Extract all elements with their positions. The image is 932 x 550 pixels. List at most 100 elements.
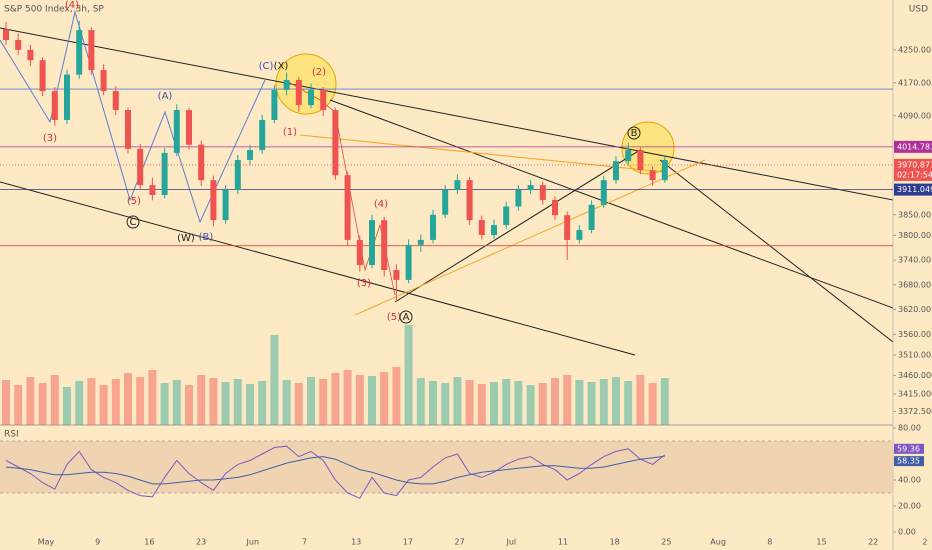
y-tick-label: 3510.00 bbox=[898, 350, 931, 359]
candle-body bbox=[661, 159, 668, 181]
x-tick-label: 16 bbox=[144, 538, 154, 547]
x-tick-label: May bbox=[38, 538, 55, 547]
volume-bar bbox=[563, 375, 572, 425]
volume-bar bbox=[111, 379, 120, 425]
candle-body bbox=[491, 225, 497, 235]
volume-bar bbox=[258, 381, 267, 425]
volume-bar bbox=[160, 383, 169, 425]
y-tick-label: 3680.00 bbox=[898, 280, 931, 289]
rsi-tag-label: 58.35 bbox=[897, 457, 920, 466]
y-tick-label: 3372.500 bbox=[898, 407, 932, 416]
volume-bar bbox=[26, 377, 35, 425]
candle-body bbox=[161, 152, 168, 195]
volume-bar bbox=[636, 375, 645, 425]
rsi-tick-label: 40.00 bbox=[898, 476, 921, 485]
wave-label: (5) bbox=[127, 196, 141, 207]
y-tick-label: 4090.00 bbox=[898, 111, 931, 120]
wave-label: (2) bbox=[312, 67, 326, 78]
y-tick-label: 3740.00 bbox=[898, 256, 931, 265]
currency: USD bbox=[909, 5, 928, 15]
x-tick-label: 18 bbox=[610, 538, 620, 547]
candle-body bbox=[649, 170, 656, 181]
candle-body bbox=[173, 110, 180, 153]
x-tick-label: 11 bbox=[558, 538, 568, 547]
volume-bar bbox=[490, 382, 498, 425]
rsi-band bbox=[0, 441, 893, 493]
x-tick-label: Jul bbox=[505, 538, 516, 547]
volume-bar bbox=[355, 375, 364, 425]
volume-bar bbox=[441, 383, 450, 425]
x-tick-label: 9 bbox=[95, 538, 100, 547]
volume-bar bbox=[124, 373, 132, 425]
price-tag-label: 4014.781 bbox=[897, 142, 932, 151]
wave-label: B bbox=[631, 128, 638, 139]
rsi-tick-label: 0.00 bbox=[898, 528, 916, 537]
volume-bar bbox=[416, 378, 425, 425]
rsi-tick-label: 80.00 bbox=[898, 424, 921, 433]
candle-body bbox=[515, 190, 522, 207]
rsi-ma-line bbox=[5, 455, 665, 485]
volume-bar bbox=[502, 379, 511, 425]
candle-body bbox=[271, 89, 278, 120]
trend-line bbox=[354, 159, 706, 316]
wave-label: (C) bbox=[259, 61, 274, 72]
wave-label: (1) bbox=[283, 127, 297, 138]
y-tick-label: 3620.00 bbox=[898, 305, 931, 314]
x-tick-label: 25 bbox=[661, 538, 671, 547]
candle-body bbox=[76, 30, 83, 75]
y-tick-label: 3560.00 bbox=[898, 330, 931, 339]
rsi-tag bbox=[894, 456, 924, 467]
y-tick-label: 4170.00 bbox=[898, 78, 931, 87]
volume-bar bbox=[465, 380, 474, 425]
candle-body bbox=[369, 220, 375, 266]
wave-label: (B) bbox=[199, 232, 214, 243]
rsi-label: RSI bbox=[4, 430, 19, 440]
volume-bar bbox=[50, 375, 59, 425]
wave-label: (3) bbox=[357, 278, 371, 289]
volume-bar bbox=[246, 384, 254, 425]
rsi-line bbox=[5, 445, 666, 499]
volume-bar bbox=[404, 325, 413, 425]
trend-line bbox=[0, 27, 894, 201]
chart-title: S&P 500 Index, 3h, SP bbox=[4, 5, 104, 15]
volume-bar bbox=[2, 380, 10, 425]
drawings bbox=[0, 10, 894, 356]
candle-body bbox=[405, 244, 412, 280]
candle-body bbox=[283, 79, 290, 90]
trend-line bbox=[329, 99, 894, 309]
candle-body bbox=[430, 214, 436, 240]
volume-bar bbox=[380, 372, 389, 425]
volume-bar bbox=[307, 377, 315, 425]
y-tick-label: 3800.00 bbox=[898, 231, 931, 240]
last-price-tag bbox=[894, 158, 932, 181]
candle-body bbox=[149, 185, 156, 195]
candle-body bbox=[320, 89, 327, 111]
candle-body bbox=[503, 206, 510, 226]
candle-body bbox=[39, 60, 46, 92]
candle-body bbox=[186, 110, 192, 145]
wave-label: (W) bbox=[177, 233, 195, 244]
trend-line bbox=[394, 149, 641, 303]
candle-body bbox=[64, 74, 70, 120]
volume-bar bbox=[38, 383, 47, 425]
wave-label: (A) bbox=[158, 91, 173, 102]
wave-label: (X) bbox=[274, 61, 289, 72]
wave-label: C bbox=[130, 217, 137, 228]
volume-bar bbox=[599, 379, 608, 425]
trend-line bbox=[299, 134, 666, 173]
candle-body bbox=[588, 204, 595, 231]
candle-body bbox=[259, 119, 266, 151]
volume-bar bbox=[14, 385, 23, 425]
y-tick-label: 4250.00 bbox=[898, 45, 931, 54]
last-price-label: 3970.871 bbox=[897, 160, 932, 169]
candle-body bbox=[234, 159, 241, 191]
volume-bar bbox=[294, 383, 303, 425]
y-tick-label: 3415.000 bbox=[898, 390, 932, 399]
x-tick-label: 27 bbox=[455, 538, 465, 547]
price-tag bbox=[894, 140, 932, 153]
candle-body bbox=[137, 148, 144, 186]
rsi-tag bbox=[894, 443, 924, 454]
wave-label: A bbox=[403, 312, 410, 323]
volume-bar bbox=[551, 378, 559, 425]
